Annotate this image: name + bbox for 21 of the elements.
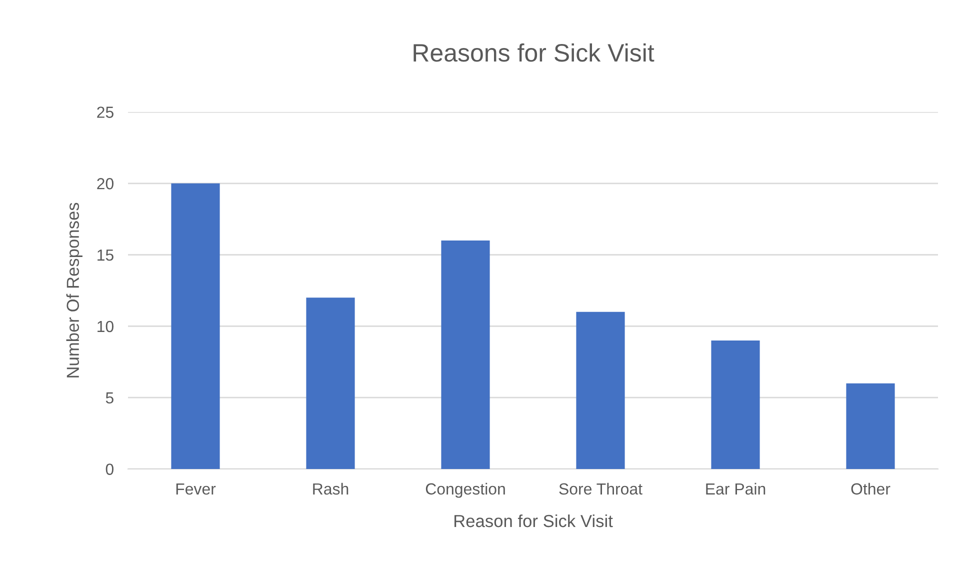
chart-title: Reasons for Sick Visit (414, 43, 654, 62)
x-tick-label: Fever (176, 483, 216, 495)
x-axis-title: Reason for Sick Visit (454, 514, 613, 528)
y-tick-label: 0 (106, 464, 114, 475)
x-tick-label: Congestion (426, 482, 505, 498)
y-tick-label: 15 (98, 250, 114, 261)
y-tick-label: 10 (98, 320, 114, 332)
bar (846, 383, 895, 469)
bar (576, 312, 625, 469)
x-tick-label: Rash (313, 482, 348, 495)
y-tick-label: 5 (106, 392, 114, 404)
bar (306, 298, 355, 469)
bar (711, 340, 760, 469)
x-tick-label: Ear Pain (706, 482, 766, 495)
y-tick-label: 25 (97, 106, 114, 118)
y-tick-label: 20 (97, 178, 114, 190)
x-tick-label: Sore Throat (559, 482, 642, 495)
bar (441, 240, 490, 469)
bar (171, 183, 220, 469)
y-axis-title: Number Of Responses (66, 202, 82, 378)
x-tick-label: Other (851, 482, 890, 495)
